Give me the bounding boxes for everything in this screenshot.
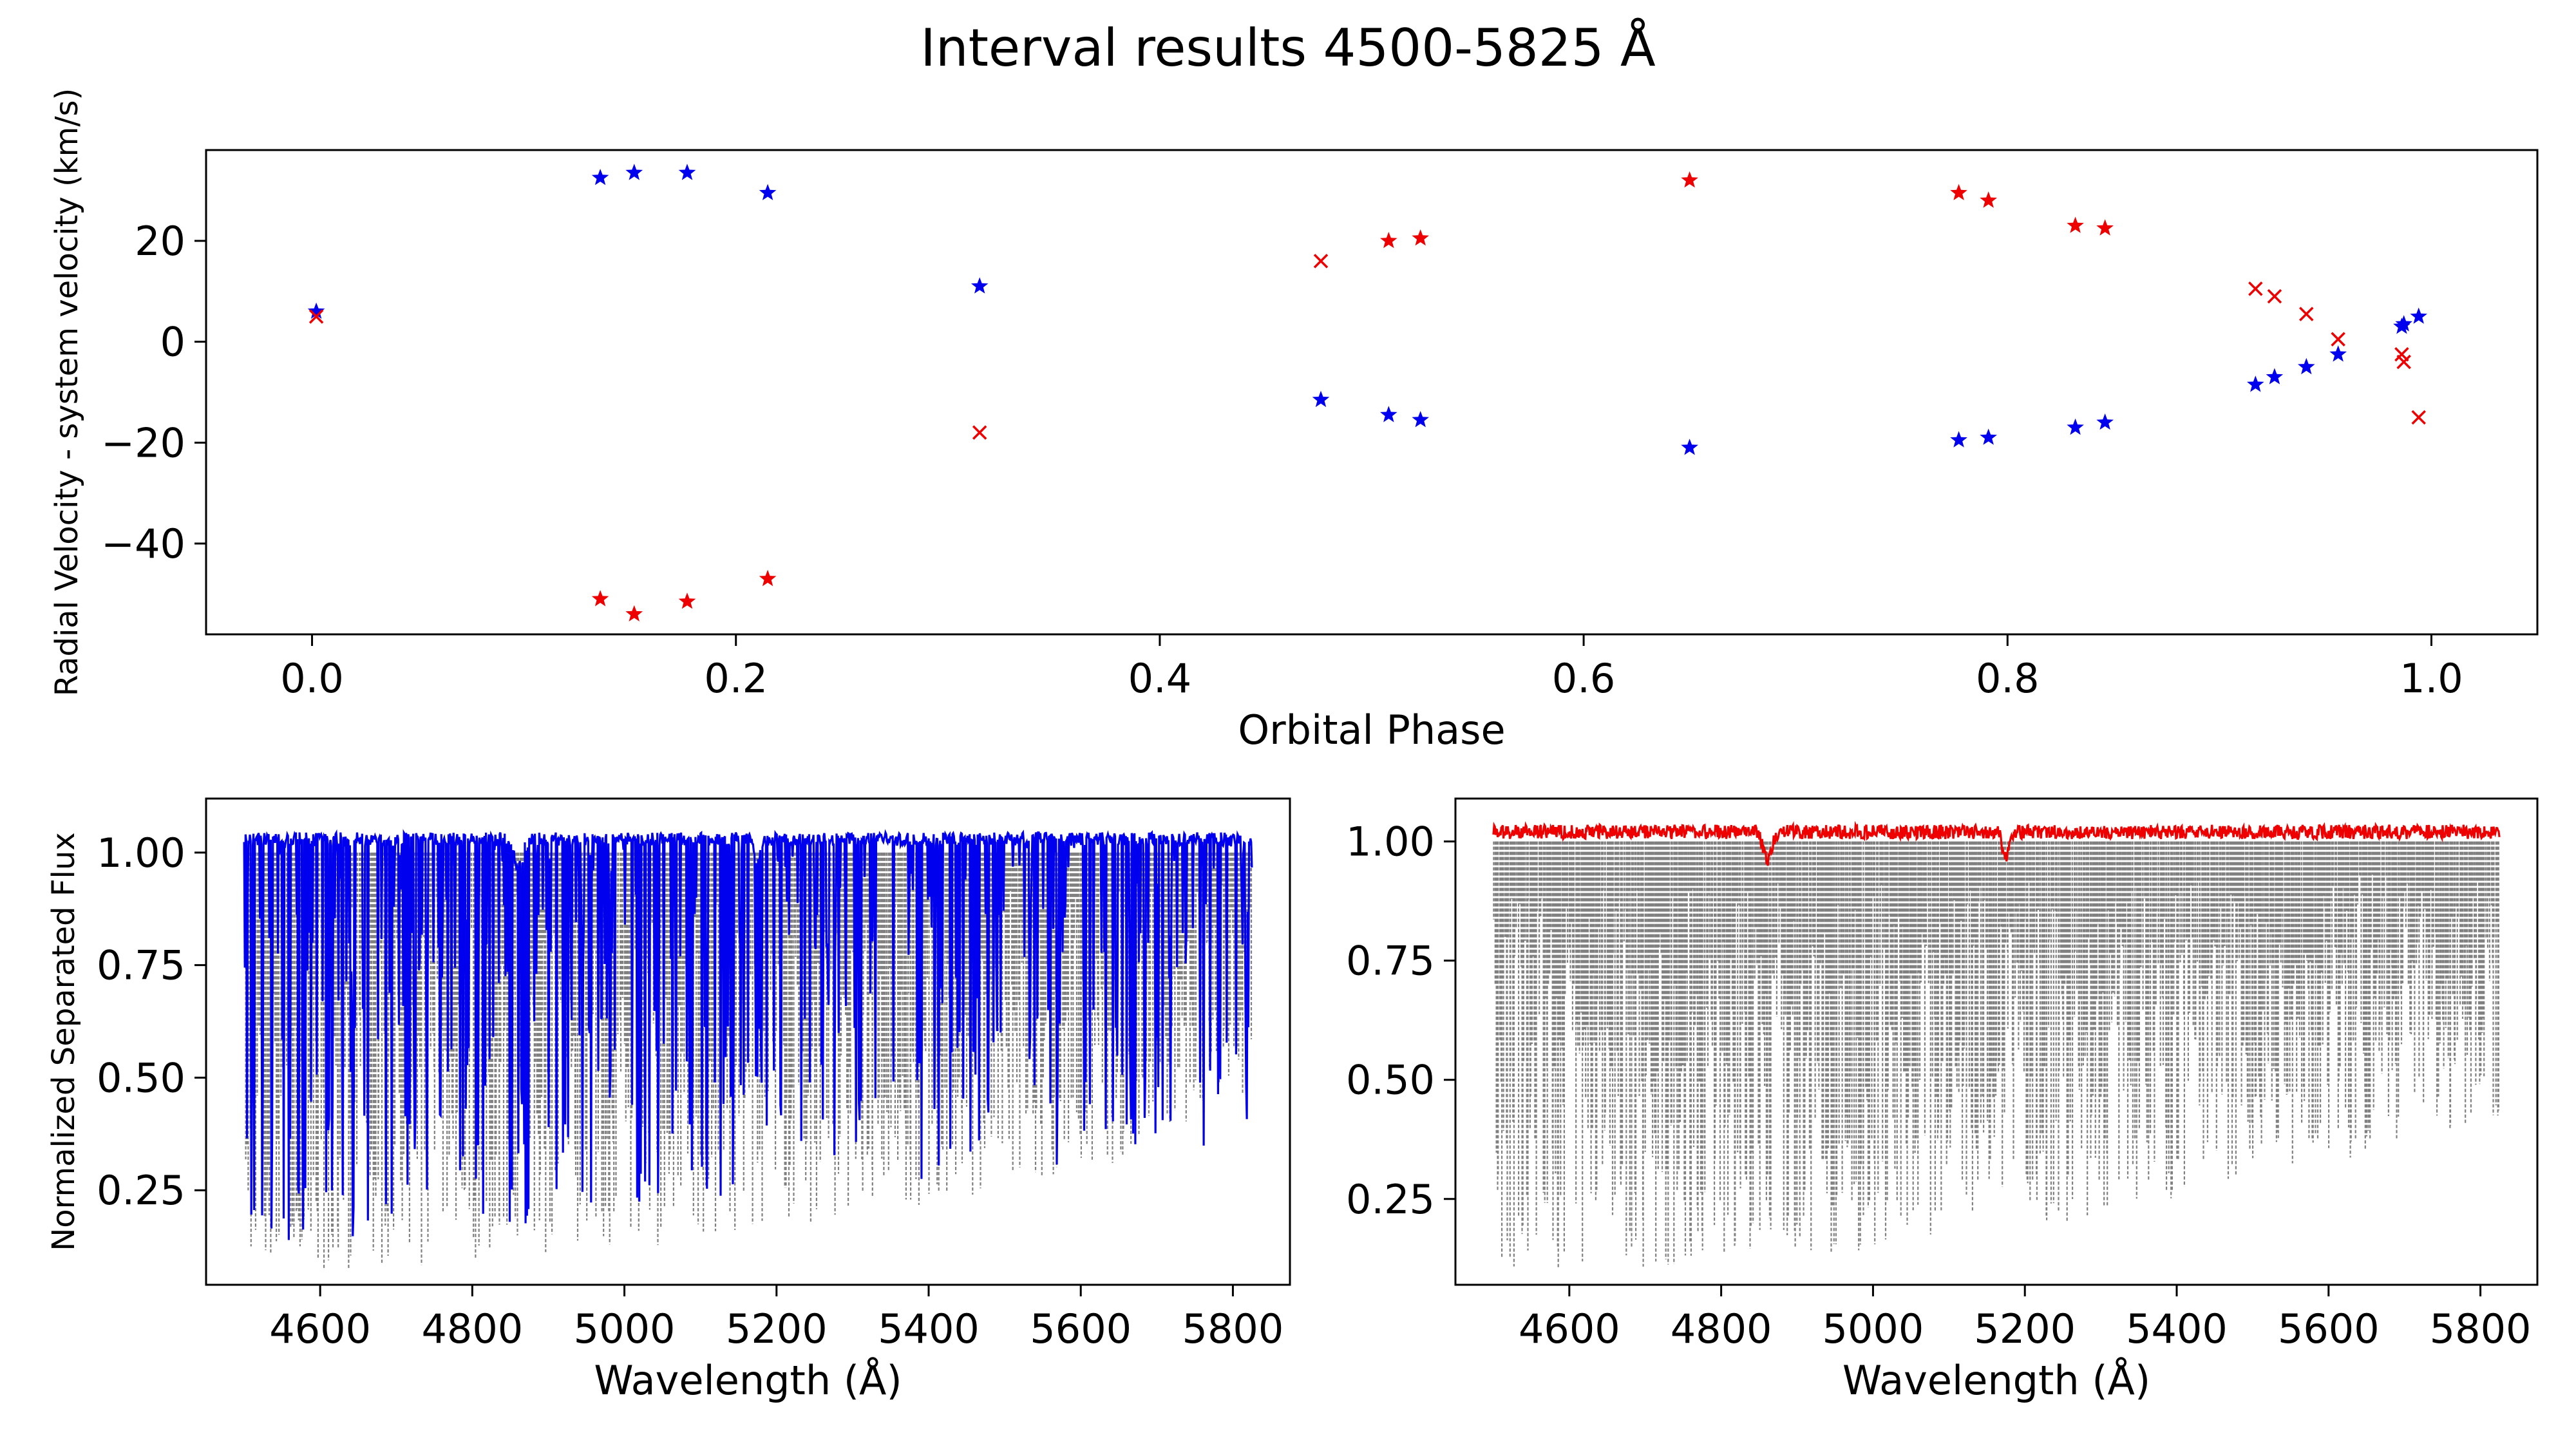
spectrum-b-panel: 4600 4800 5000 5200 5400 5600 5800 0.25 0.50 0.75… xyxy=(1346,797,2539,1404)
rv-star-point xyxy=(1380,406,1397,422)
rv-axis-ticks: 0.0 0.2 0.4 0.6 0.8 1.0 −40 −20 0 20 xyxy=(101,218,2463,702)
rv-x-point xyxy=(972,425,987,440)
rv-star-point xyxy=(2266,368,2284,384)
x-tick-label: 5000 xyxy=(574,1305,676,1352)
rv-star-point xyxy=(1412,229,1429,246)
spectrum-a-y-axis-label: Normalized Separated Flux xyxy=(46,832,82,1251)
rv-star-point xyxy=(2067,418,2084,435)
rv-x-point xyxy=(2267,289,2282,304)
rv-star-point xyxy=(971,277,989,294)
spectrum-b-plot-frame xyxy=(1454,797,2539,1286)
rv-star-point xyxy=(759,569,777,587)
y-tick-label: 1.00 xyxy=(1346,819,1435,866)
y-tick-label: −40 xyxy=(101,520,185,567)
rv-x-point xyxy=(308,309,324,324)
x-tick-label: 5200 xyxy=(726,1305,828,1352)
rv-x-point xyxy=(2331,332,2345,346)
separated-spectrum-line xyxy=(243,829,1253,1240)
y-tick-label: 0 xyxy=(160,319,185,366)
rv-plot-frame xyxy=(205,149,2539,636)
spectrum-b-lines xyxy=(1492,820,2501,1268)
x-tick-label: 0.2 xyxy=(704,655,768,702)
rv-star-point xyxy=(2096,413,2114,430)
rv-star-point xyxy=(625,164,643,180)
rv-star-point xyxy=(1950,431,1967,448)
spectrum-b-axis-ticks: 4600 4800 5000 5200 5400 5600 5800 0.25 0.50 0.75… xyxy=(1346,819,2532,1352)
spectrum-a-plot-frame xyxy=(205,797,1291,1286)
rv-x-point xyxy=(2411,410,2426,425)
rv-x-axis-label: Orbital Phase xyxy=(1238,706,1505,753)
x-tick-label: 4600 xyxy=(1519,1305,1620,1352)
x-tick-label: 5600 xyxy=(1030,1305,1132,1352)
x-tick-label: 0.4 xyxy=(1128,655,1192,702)
y-tick-label: 20 xyxy=(135,218,185,265)
rv-star-point xyxy=(1950,184,1967,200)
x-tick-label: 0.6 xyxy=(1552,655,1616,702)
x-tick-label: 0.8 xyxy=(1976,655,2040,702)
figure-title: Interval results 4500-5825 Å xyxy=(920,18,1656,78)
rv-star-point xyxy=(307,302,325,319)
y-tick-label: −20 xyxy=(101,419,185,466)
rv-y-axis-label: Radial Velocity - system velocity (km/s) xyxy=(49,88,85,696)
rv-star-point xyxy=(678,164,696,180)
rv-star-point xyxy=(759,184,777,200)
x-tick-label: 4600 xyxy=(269,1305,371,1352)
rv-star-point xyxy=(1681,439,1698,455)
y-tick-label: 0.50 xyxy=(1346,1057,1435,1104)
rv-star-point xyxy=(678,592,696,609)
spectrum-a-panel: 4600 4800 5000 5200 5400 5600 5800 0.25 0.50 0.75… xyxy=(46,797,1291,1404)
rv-star-point xyxy=(2096,219,2114,236)
rv-star-point xyxy=(1681,171,1698,188)
rv-star-point xyxy=(625,605,643,621)
x-tick-label: 0.0 xyxy=(280,655,344,702)
x-tick-label: 4800 xyxy=(421,1305,523,1352)
rv-star-point xyxy=(1980,191,1997,208)
rv-star-point xyxy=(2298,357,2315,375)
x-tick-label: 5800 xyxy=(1182,1305,1284,1352)
rv-star-point xyxy=(2410,307,2427,324)
rv-star-point xyxy=(1380,232,1397,249)
y-tick-label: 0.75 xyxy=(97,942,185,989)
rv-star-point xyxy=(1412,411,1429,428)
x-tick-label: 4800 xyxy=(1671,1305,1772,1352)
x-tick-label: 5600 xyxy=(2278,1305,2380,1352)
rv-star-point xyxy=(1980,428,1997,445)
rv-star-point xyxy=(1312,390,1330,408)
x-tick-label: 5200 xyxy=(1974,1305,2076,1352)
spectrum-a-lines xyxy=(243,829,1253,1270)
rv-star-point xyxy=(2329,345,2347,362)
rv-star-point xyxy=(2395,315,2412,332)
model-spectrum-line xyxy=(1493,841,2499,1268)
separated-spectrum-line xyxy=(1492,820,2501,866)
y-tick-label: 0.75 xyxy=(1346,938,1435,985)
y-tick-label: 1.00 xyxy=(97,829,185,876)
x-tick-label: 5400 xyxy=(2126,1305,2228,1352)
y-tick-label: 0.25 xyxy=(97,1167,185,1214)
y-tick-label: 0.25 xyxy=(1346,1176,1435,1223)
spectrum-a-x-axis-label: Wavelength (Å) xyxy=(594,1357,902,1404)
rv-star-point xyxy=(2247,375,2264,392)
x-tick-label: 5400 xyxy=(878,1305,980,1352)
y-tick-label: 0.50 xyxy=(97,1054,185,1101)
rv-star-point xyxy=(591,169,609,185)
rv-x-point xyxy=(2299,307,2314,321)
rv-star-point xyxy=(2067,216,2084,233)
rv-x-point xyxy=(1313,254,1329,269)
x-tick-label: 5800 xyxy=(2430,1305,2532,1352)
rv-star-point xyxy=(591,590,609,607)
x-tick-label: 5000 xyxy=(1823,1305,1924,1352)
spectrum-a-axis-ticks: 4600 4800 5000 5200 5400 5600 5800 0.25 0.50 0.75… xyxy=(97,829,1283,1352)
rv-x-point xyxy=(2248,281,2263,296)
spectrum-b-x-axis-label: Wavelength (Å) xyxy=(1842,1357,2150,1404)
rv-x-point xyxy=(2396,354,2411,370)
rv-panel: 0.0 0.2 0.4 0.6 0.8 1.0 −40 −20 0 20 Orbital Phas… xyxy=(49,88,2539,753)
rv-points xyxy=(307,164,2427,621)
x-tick-label: 1.0 xyxy=(2400,655,2463,702)
